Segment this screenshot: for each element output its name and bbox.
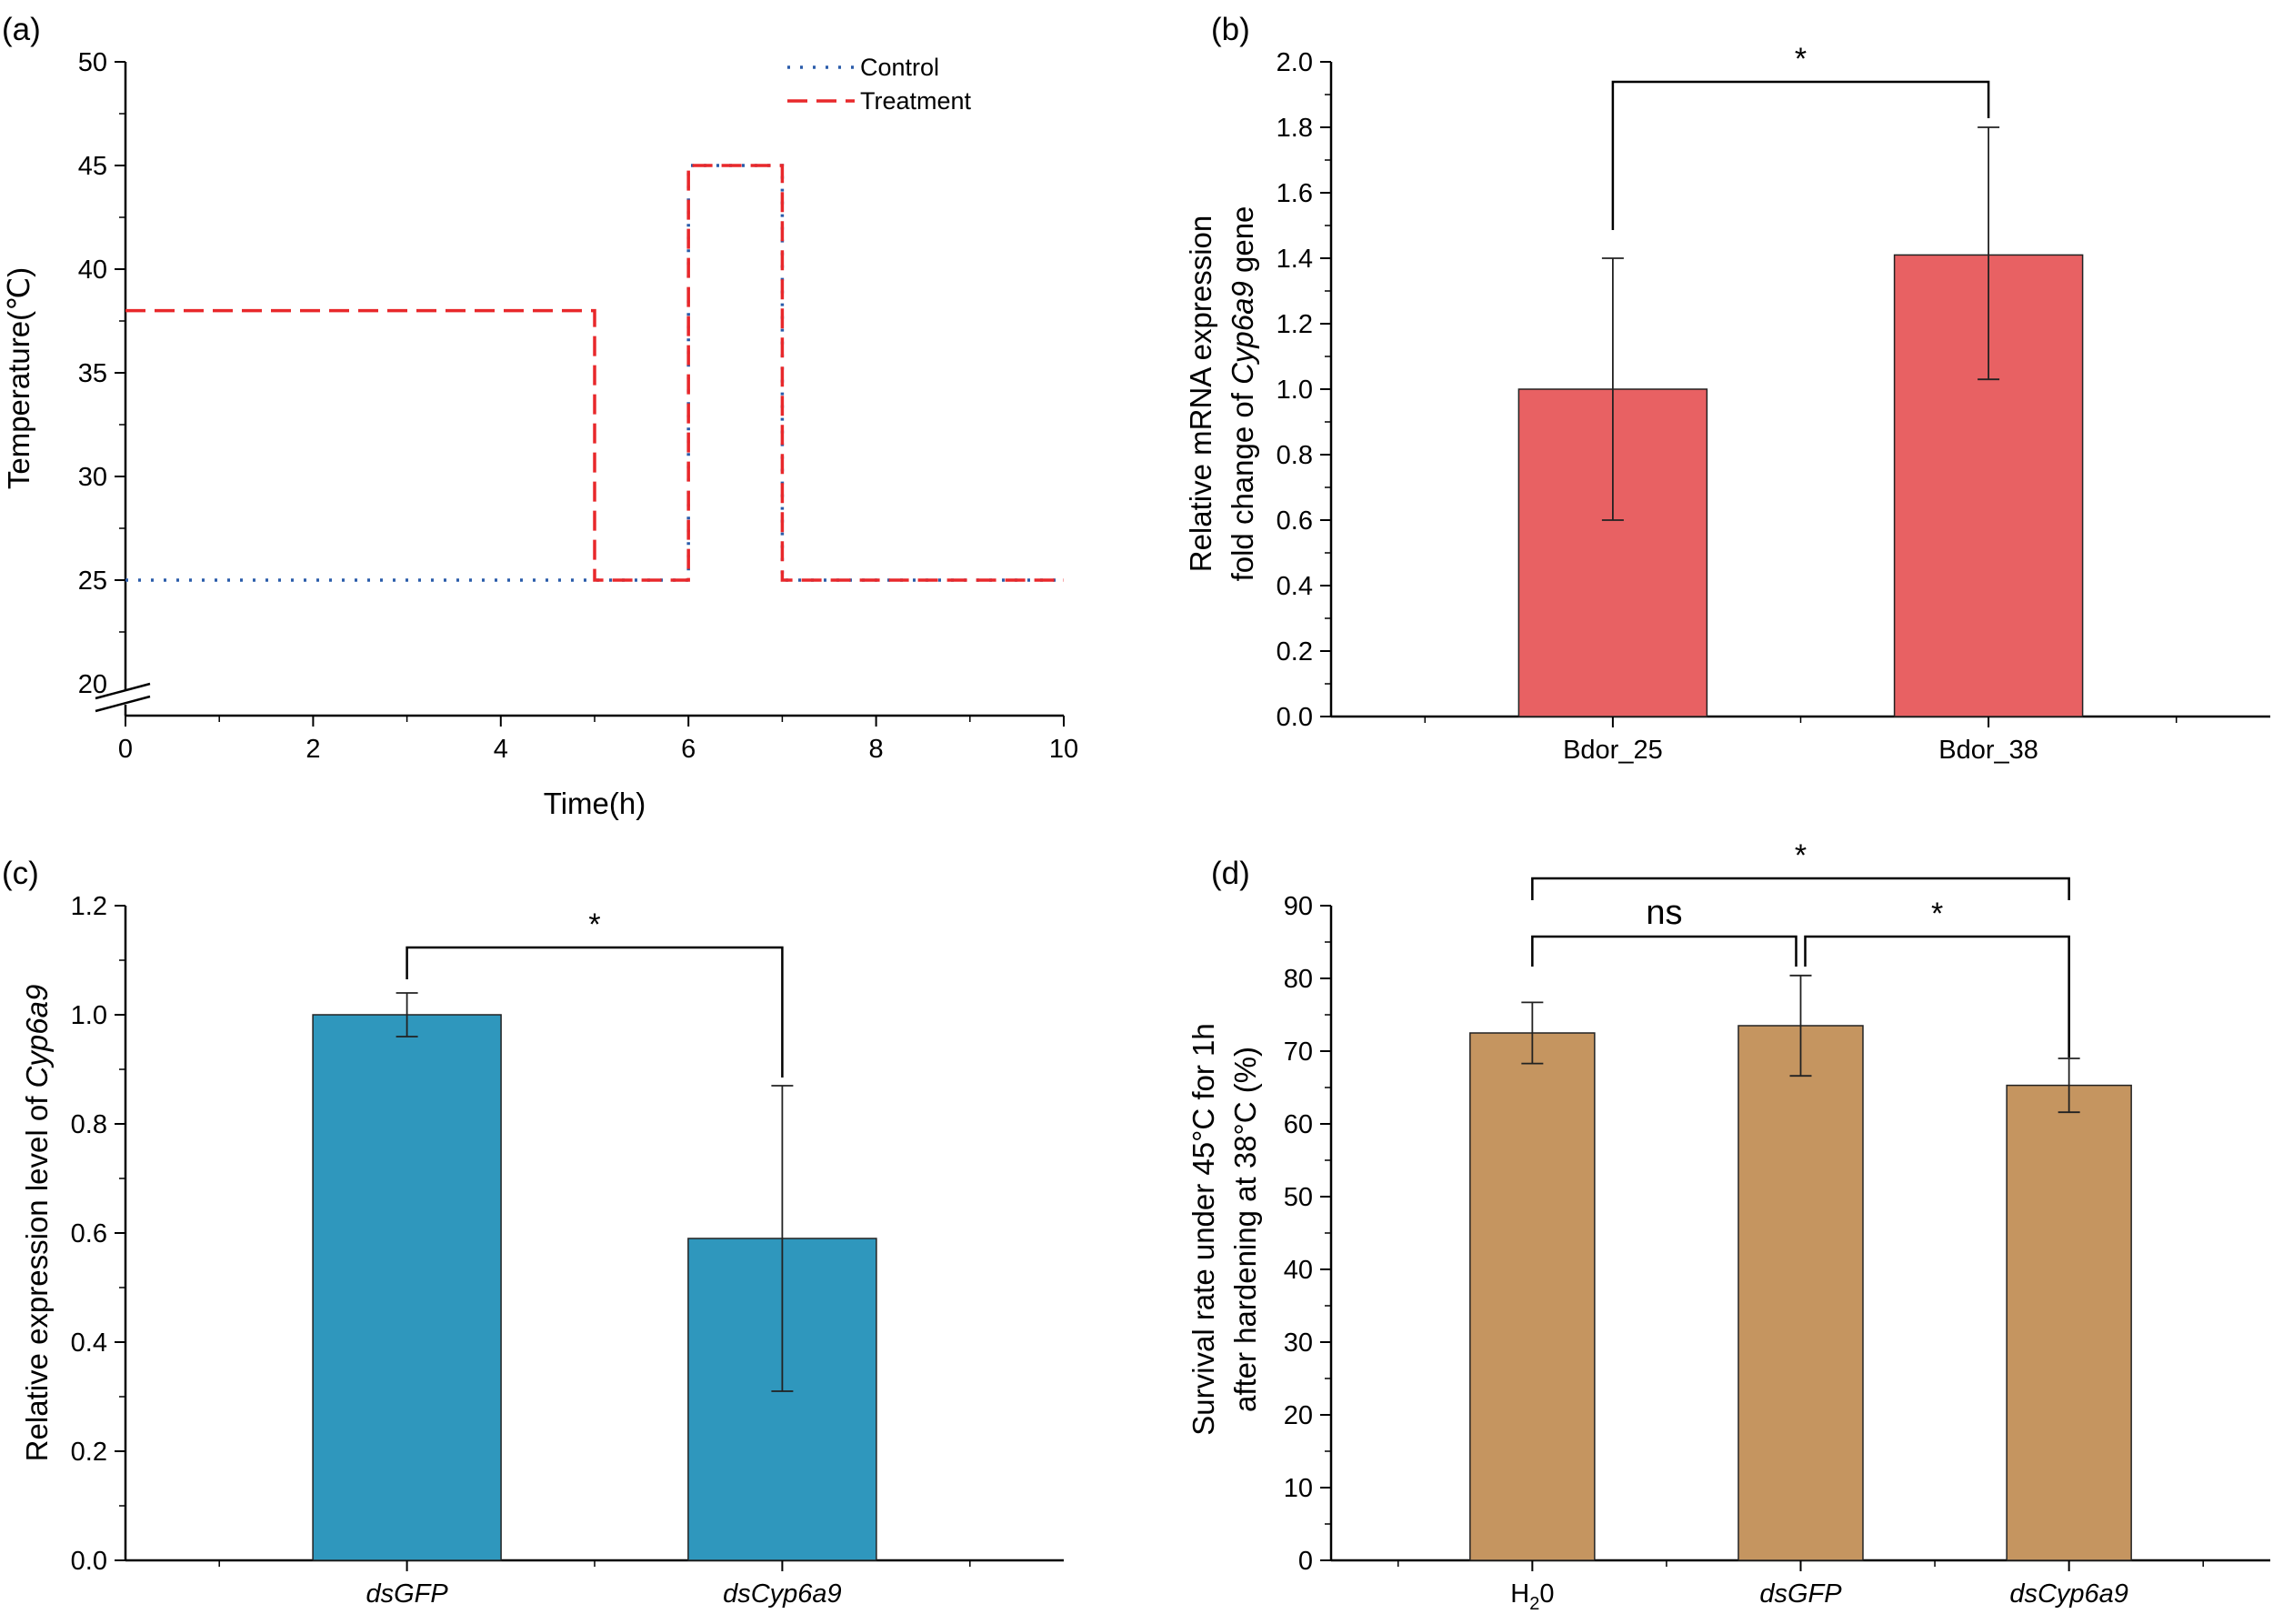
panel-b-y-tick-label: 1.2: [1277, 310, 1313, 339]
panel-d-significance-bracket: [1804, 935, 2070, 1058]
panel-c-y-tick-label: 0.0: [71, 1547, 107, 1576]
panel-d-y-tick-label: 80: [1284, 965, 1313, 994]
panel-b-label: (b): [1211, 12, 1250, 47]
panel-b-ylabel-post: gene: [1226, 206, 1259, 282]
legend-control-label: Control: [860, 54, 939, 81]
panel-b-ylabel-gene: Cyp6a9: [1226, 281, 1259, 385]
panel-d-bar: [1469, 1032, 1596, 1561]
panel-b-y-tick-label: 2.0: [1277, 48, 1313, 77]
panel-d-bar: [1737, 1025, 1864, 1561]
panel-d-significance-bracket: [1531, 877, 2070, 900]
panel-d-y-tick-label: 50: [1284, 1183, 1313, 1212]
panel-a-y-tick-label: 25: [78, 566, 107, 596]
panel-a-legend: Control Treatment: [787, 54, 972, 115]
panel-c-ylabel-pre: Relative expression level of: [20, 1088, 54, 1461]
panel-b-y-tick-label: 0.4: [1277, 572, 1313, 601]
panel-d-significance-label: *: [1795, 838, 1807, 873]
panel-b-y-tick-label: 0.2: [1277, 637, 1313, 667]
panel-d-significance-label: ns: [1646, 894, 1682, 932]
h2o-subscript: 2: [1529, 1594, 1539, 1614]
panel-c-label: (c): [2, 856, 39, 891]
panel-b-y-tick-label: 1.4: [1277, 245, 1313, 274]
panel-c-ylabel-gene: Cyp6a9: [20, 985, 54, 1088]
panel-a-y-tick-label: 35: [78, 359, 107, 388]
h2o-zero: 0: [1539, 1579, 1554, 1609]
panel-d-category-label: dsGFP: [1759, 1579, 1842, 1609]
panel-a-x-tick-label: 0: [118, 735, 133, 764]
panel-c-y-axis-title: Relative expression level of Cyp6a9: [20, 985, 54, 1462]
panel-c-marks: 0.0 0.2 0.4 0.6 0.8 1.0 1.2 dsGFP dsCyp6a9 *: [71, 892, 1064, 1609]
panel-d-y-tick-label: 70: [1284, 1038, 1313, 1067]
panel-b-category-label: Bdor_38: [1938, 736, 2038, 765]
panel-b-y-axis-title-line2: fold change of Cyp6a9 gene: [1226, 206, 1259, 582]
panel-b-y-tick-label: 0.8: [1277, 441, 1313, 470]
h2o-h: H: [1510, 1579, 1529, 1609]
panel-b-y-tick-label: 1.6: [1277, 179, 1313, 208]
panel-a-axis-break-lower: [95, 695, 151, 713]
panel-c-category-label: dsGFP: [365, 1579, 448, 1609]
panel-b-mrna-chart: (b) 0.0 0.2 0.4 0.6 0.8 1.0 1.2 1.4 1.6 1.8 2.0 Bdo…: [1184, 12, 2270, 765]
panel-a-temperature-chart: (a) 20 25 30 35 40 45 50 0 2 4 6 8 10 Control Treatm…: [2, 12, 1078, 820]
panel-b-significance-bracket: [1611, 80, 1990, 230]
panel-d-y-tick-label: 40: [1284, 1256, 1313, 1285]
panel-b-marks: 0.0 0.2 0.4 0.6 0.8 1.0 1.2 1.4 1.6 1.8 2.0 Bdor_25…: [1277, 42, 2270, 765]
panel-b-significance-label: *: [1795, 42, 1807, 76]
panel-c-significance-label: *: [588, 907, 600, 942]
panel-c-y-tick-label: 1.2: [71, 892, 107, 921]
panel-d-y-tick-label: 10: [1284, 1474, 1313, 1503]
panel-a-y-tick-label: 50: [78, 48, 107, 77]
panel-a-x-tick-label: 2: [305, 735, 320, 764]
panel-d-label: (d): [1211, 856, 1250, 891]
panel-d-category-label-h2o: H20: [1510, 1579, 1554, 1614]
panel-a-y-tick-label: 30: [78, 463, 107, 492]
panel-b-y-tick-label: 1.8: [1277, 114, 1313, 143]
panel-c-y-tick-label: 0.6: [71, 1219, 107, 1248]
panel-d-y-tick-label: 20: [1284, 1401, 1313, 1430]
panel-d-significance-bracket: [1531, 935, 1797, 967]
panel-c-y-tick-label: 0.4: [71, 1328, 107, 1358]
legend-treatment-label: Treatment: [860, 87, 972, 115]
panel-d-category-label: dsCyp6a9: [2009, 1579, 2128, 1609]
panel-d-bar: [2006, 1084, 2132, 1561]
panel-a-x-axis-title: Time(h): [544, 787, 646, 820]
panel-a-y-tick-label: 45: [78, 152, 107, 181]
panel-d-significance-label: *: [1931, 897, 1943, 931]
panel-c-significance-bracket: [406, 946, 784, 1078]
panel-a-y-tick-label: 20: [78, 670, 107, 699]
panel-c-y-tick-label: 1.0: [71, 1001, 107, 1030]
panel-a-x-tick-label: 6: [681, 735, 696, 764]
panel-a-x-tick-label: 10: [1049, 735, 1078, 764]
panel-c-bar: [312, 1014, 502, 1561]
panel-b-y-tick-label: 0.6: [1277, 506, 1313, 536]
panel-b-y-tick-label: 0.0: [1277, 703, 1313, 732]
panel-b-category-label: Bdor_25: [1563, 736, 1663, 765]
panel-a-axis-break-upper: [95, 682, 151, 700]
panel-a-marks: 20 25 30 35 40 45 50 0 2 4 6 8 10: [78, 48, 1078, 764]
panel-a-y-tick-label: 40: [78, 256, 107, 285]
panel-a-x-tick-label: 4: [494, 735, 508, 764]
panel-b-ylabel-pre: fold change of: [1226, 385, 1259, 582]
panel-c-category-label: dsCyp6a9: [723, 1579, 842, 1609]
panel-a-y-axis-title: Temperature(℃): [2, 267, 35, 489]
panel-a-label: (a): [2, 12, 41, 47]
panel-b-y-axis-title-line1: Relative mRNA expression: [1184, 216, 1217, 573]
panel-d-y-tick-label: 0: [1298, 1547, 1313, 1576]
panel-d-y-tick-label: 90: [1284, 892, 1313, 921]
panel-a-x-tick-label: 8: [869, 735, 884, 764]
panel-d-y-tick-label: 60: [1284, 1110, 1313, 1139]
panel-d-y-axis-title-line1: Survival rate under 45°C for 1h: [1187, 1023, 1220, 1435]
panel-c-y-tick-label: 0.8: [71, 1110, 107, 1139]
panel-c-y-tick-label: 0.2: [71, 1438, 107, 1467]
panel-d-y-axis-title-line2: after hardening at 38°C (%): [1228, 1047, 1262, 1412]
panel-d-y-tick-label: 30: [1284, 1328, 1313, 1358]
panel-b-y-tick-label: 1.0: [1277, 376, 1313, 405]
series-line-treatment: [125, 164, 1064, 582]
